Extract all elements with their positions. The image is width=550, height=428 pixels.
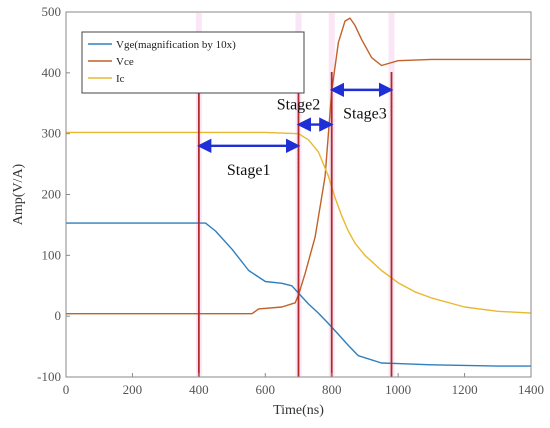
x-tick-label-1: 200 (123, 382, 143, 397)
y-tick-label-6: 500 (42, 4, 62, 19)
x-tick-label-3: 600 (256, 382, 276, 397)
y-tick-label-2: 100 (42, 247, 62, 262)
series-line-2 (66, 131, 532, 314)
y-tick-label-4: 300 (42, 126, 62, 141)
stage-label-1: Stage2 (277, 96, 321, 113)
stage-arrows: Stage1 Stage2 Stage3 (196, 82, 394, 179)
series-line-1 (66, 17, 531, 315)
series-line-0 (66, 222, 531, 367)
x-axis-ticks: 0 200 400 600 800 1000 1200 1400 (63, 373, 544, 397)
y-tick-label-1: 0 (55, 308, 62, 323)
legend-box (81, 31, 305, 94)
y-tick-label-3: 200 (42, 187, 62, 202)
y-axis-ticks: -100 0 100 200 300 400 500 (37, 4, 70, 384)
x-axis-label: Time(ns) (273, 403, 324, 418)
y-tick-label-5: 400 (42, 65, 62, 80)
series-layer (66, 17, 532, 367)
x-tick-label-5: 1000 (385, 382, 411, 397)
y-axis-label: Amp(V/A) (11, 163, 26, 225)
x-tick-label-7: 1400 (518, 382, 544, 397)
stage-label-0: Stage1 (227, 162, 271, 179)
x-tick-label-6: 1200 (452, 382, 478, 397)
stage-label-2: Stage3 (343, 105, 387, 122)
legend-label-1: Vce (116, 56, 134, 68)
x-tick-label-2: 400 (189, 382, 209, 397)
y-tick-label-0: -100 (37, 369, 61, 384)
x-tick-label-4: 800 (322, 382, 342, 397)
legend-label-0: Vge(magnification by 10x) (116, 39, 236, 51)
x-tick-label-0: 0 (63, 382, 70, 397)
legend-label-2: Ic (116, 73, 125, 85)
legend: Vge(magnification by 10x) Vce Ic (81, 31, 305, 94)
